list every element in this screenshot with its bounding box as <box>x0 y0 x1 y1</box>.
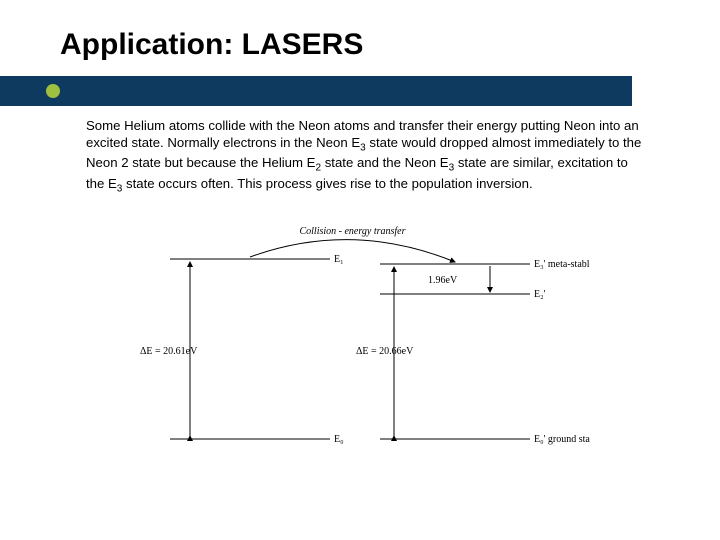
svg-text:ΔE = 20.61eV: ΔE = 20.61eV <box>140 346 198 357</box>
diagram-svg: E₁ E₀ ΔE = 20.61eV 1.96eV E₃' meta-stable st… <box>130 224 590 464</box>
energy-level-diagram: E₁ E₀ ΔE = 20.61eV 1.96eV E₃' meta-stable st… <box>130 224 590 464</box>
bullet-icon <box>46 84 60 98</box>
page-title: Application: LASERS <box>60 28 720 62</box>
title-area: Application: LASERS <box>0 0 720 62</box>
svg-text:E₃' meta-stable state: E₃' meta-stable state <box>534 259 590 270</box>
body-paragraph: Some Helium atoms collide with the Neon … <box>86 118 646 196</box>
svg-text:Collision - energy transfer: Collision - energy transfer <box>299 226 405 237</box>
svg-text:E₂': E₂' <box>534 289 546 300</box>
svg-text:E₀: E₀ <box>334 434 344 445</box>
svg-text:E₁: E₁ <box>334 254 344 265</box>
svg-text:ΔE = 20.66eV: ΔE = 20.66eV <box>356 346 414 357</box>
title-underline-bar <box>0 76 632 106</box>
svg-text:E₀' ground state: E₀' ground state <box>534 434 590 445</box>
svg-text:1.96eV: 1.96eV <box>428 275 458 286</box>
